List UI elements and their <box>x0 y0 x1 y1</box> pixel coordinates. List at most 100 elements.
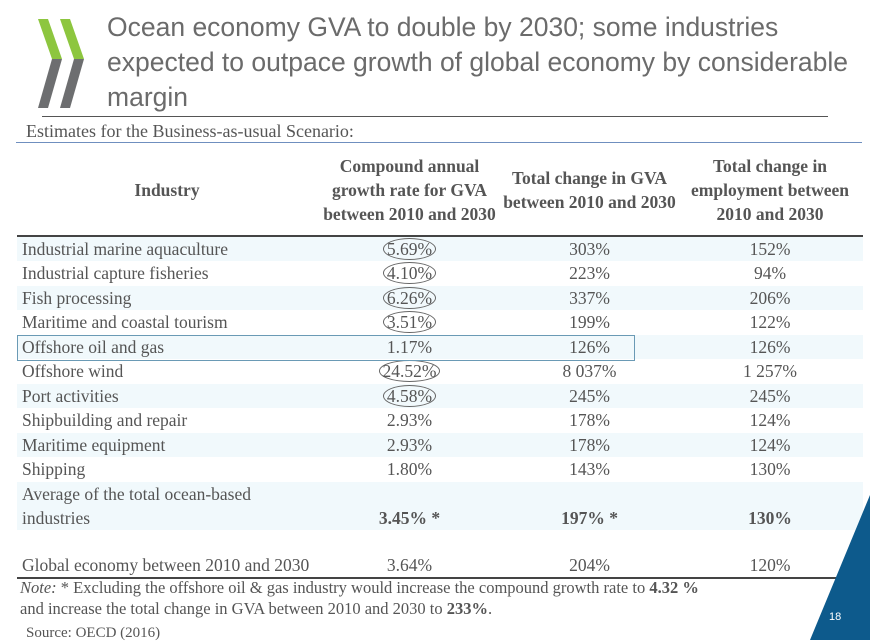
industry-cell-text: Shipbuilding and repair <box>22 410 188 431</box>
employment-change-cell-text: 120% <box>749 554 791 575</box>
employment-change-cell: 122% <box>677 310 863 335</box>
header-gva-change: Total change in GVA between 2010 and 203… <box>503 167 676 212</box>
table-row: Maritime and coastal tourism 3.51% 199% 122… <box>17 310 863 335</box>
cagr-cell: 3.64% <box>317 530 502 578</box>
industry-cell: Maritime equipment <box>17 433 317 458</box>
employment-change-cell-text: 152% <box>749 239 791 259</box>
industry-cell: Offshore wind <box>17 359 317 384</box>
corner-decoration <box>810 495 870 640</box>
gva-change-cell-text: 303% <box>569 239 610 259</box>
table-row: Fish processing 6.26% 337% 206% <box>17 285 863 311</box>
gva-change-cell-text: 178% <box>569 434 610 455</box>
industry-cell-text: Offshore wind <box>22 361 124 382</box>
gva-change-cell: 204% <box>502 530 677 578</box>
table-row: Maritime equipment 2.93% 178% 124% <box>17 432 863 458</box>
table-header: Industry Compound annual growth rate for… <box>17 144 863 236</box>
employment-change-cell-text: 122% <box>749 312 791 333</box>
employment-change-cell-text: 124% <box>749 434 791 455</box>
table-row: Industrial marine aquaculture 5.69% 303% 15… <box>17 236 863 261</box>
cagr-cell: 4.58% <box>317 384 502 409</box>
employment-change-cell: 130% <box>677 482 863 530</box>
employment-change-cell: 124% <box>677 408 863 433</box>
table-row: Port activities 4.58% 245% 245% <box>17 383 863 409</box>
industry-cell: Maritime and coastal tourism <box>17 310 317 335</box>
oecd-logo <box>38 19 84 108</box>
employment-change-cell: 152% <box>677 236 863 261</box>
cagr-cell: 3.45% * <box>317 482 502 530</box>
gva-change-cell-text: 204% <box>569 554 610 575</box>
cagr-cell-text: 1.17% <box>386 336 433 357</box>
industry-cell: Fish processing <box>17 286 317 311</box>
gva-change-cell: 143% <box>502 457 677 482</box>
cagr-cell-text: 2.93% <box>386 410 433 431</box>
table-row: Shipping 1.80% 143% 130% <box>17 457 863 482</box>
industry-cell: Industrial marine aquaculture <box>17 236 317 261</box>
industry-cell-text: Maritime and coastal tourism <box>22 312 228 333</box>
industry-cell: Industrial capture fisheries <box>17 261 317 286</box>
slide-title: Ocean economy GVA to double by 2030; som… <box>107 12 849 112</box>
gva-change-cell: 223% <box>502 261 677 286</box>
circled-value: 4.58% <box>382 384 437 407</box>
table-row: Offshore wind 24.52% 8 037% 1 257% <box>17 359 863 384</box>
header-cagr: Compound annual growth rate for GVA betw… <box>323 155 496 224</box>
gva-change-cell-text: 223% <box>569 263 610 284</box>
gva-change-cell-text: 8 037% <box>562 361 617 382</box>
source-text: Source: OECD (2016) <box>26 625 161 641</box>
circled-value: 5.69% <box>382 238 437 260</box>
industry-cell: Average of the total ocean-based industr… <box>17 482 317 530</box>
employment-change-cell-text: 94% <box>753 263 787 284</box>
page-number: 18 <box>829 611 842 623</box>
table-row: Global economy between 2010 and 2030 3.64… <box>17 530 863 578</box>
industry-cell-text: Global economy between 2010 and 2030 <box>22 554 310 575</box>
table-subtitle: Estimates for the Business-as-usual Scen… <box>26 121 354 141</box>
cagr-cell-text: 1.80% <box>386 459 433 480</box>
employment-change-cell: 124% <box>677 433 863 458</box>
cagr-cell-text: 2.93% <box>386 434 433 455</box>
industry-cell-text: Maritime equipment <box>22 434 166 455</box>
gva-change-cell-text: 178% <box>569 410 610 431</box>
industry-cell-text: Average of the total ocean-based industr… <box>22 483 252 528</box>
industry-cell-text: Port activities <box>22 385 119 406</box>
gva-change-cell: 197% * <box>502 482 677 530</box>
gva-change-cell-text: 126% <box>569 336 610 357</box>
industry-cell-text: Offshore oil and gas <box>22 336 165 357</box>
employment-change-cell-text: 124% <box>749 410 791 431</box>
industry-cell: Port activities <box>17 384 317 409</box>
cagr-cell: 5.69% <box>317 236 502 261</box>
industry-cell-text: Industrial capture fisheries <box>22 263 209 284</box>
table-row: Offshore oil and gas 1.17% 126% 126% <box>17 334 863 360</box>
header-industry: Industry <box>134 179 200 200</box>
highlight-box-offshore-oil <box>17 335 635 361</box>
cagr-cell-text: 3.64% <box>386 554 433 575</box>
gva-change-cell-text: 337% <box>569 287 610 308</box>
employment-change-cell-text: 126% <box>749 336 791 357</box>
gva-change-cell: 178% <box>502 433 677 458</box>
cagr-cell: 1.17% <box>317 335 502 360</box>
cagr-cell: 24.52% <box>317 359 502 384</box>
employment-change-cell-text: 1 257% <box>743 361 797 382</box>
industry-cell-text: Industrial marine aquaculture <box>22 239 229 259</box>
cagr-cell: 1.80% <box>317 457 502 482</box>
employment-change-cell: 94% <box>677 261 863 286</box>
note-text-2: and increase the total change in GVA bet… <box>20 599 447 618</box>
gva-change-cell-text: 197% * <box>561 507 618 528</box>
title-divider <box>42 116 828 117</box>
employment-change-cell-text: 245% <box>749 385 791 406</box>
table-row: Average of the total ocean-based industr… <box>17 481 863 530</box>
gva-change-cell: 337% <box>502 286 677 311</box>
table-row: Industrial capture fisheries 4.10% 223% 94% <box>17 261 863 286</box>
cagr-cell: 2.93% <box>317 433 502 458</box>
employment-change-cell: 126% <box>677 335 863 360</box>
employment-change-cell-text: 130% <box>748 507 792 528</box>
employment-change-cell-text: 206% <box>749 287 791 308</box>
employment-change-cell: 245% <box>677 384 863 409</box>
cagr-cell: 3.51% <box>317 310 502 335</box>
note-value-cagr: 4.32 % <box>649 578 699 597</box>
employment-change-cell: 206% <box>677 286 863 311</box>
industry-cell: Offshore oil and gas <box>17 335 317 360</box>
employment-change-cell-text: 130% <box>749 459 791 480</box>
table-note: Note: * Excluding the offshore oil & gas… <box>20 577 699 619</box>
industry-cell: Global economy between 2010 and 2030 <box>17 530 317 578</box>
gva-change-cell: 303% <box>502 236 677 261</box>
note-label: Note: <box>20 578 57 597</box>
